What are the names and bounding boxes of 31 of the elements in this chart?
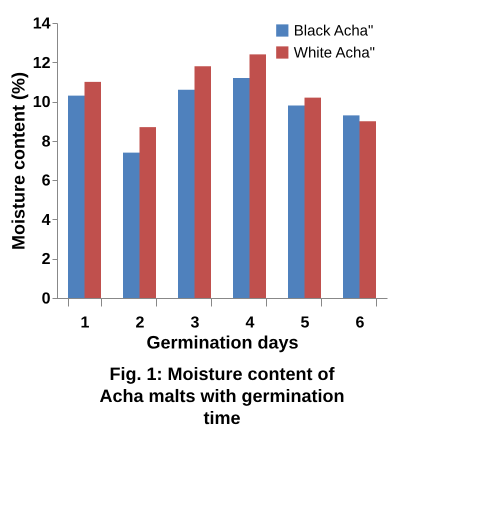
bar [194,66,211,298]
caption: Fig. 1: Moisture content of Acha malts with germination time [99,364,345,428]
x-tick-label: 4 [246,314,255,332]
bar [343,115,360,298]
legend-label: Black Acha" [294,22,374,40]
bar [288,106,304,298]
y-tick-label: 12 [32,54,51,72]
x-tick-label: 2 [136,314,145,332]
x-tick-label: 1 [80,314,90,332]
bar [123,152,140,298]
legend-label: White Acha" [294,44,376,62]
y-axis-title: Moisture content (%) [8,72,29,250]
x-axis-title: Germination days [146,332,299,352]
y-tick-label: 4 [42,212,51,229]
bar [360,121,376,298]
y-tick-label: 10 [32,94,51,112]
y-tick-label: 2 [42,251,51,268]
x-tick-label: 3 [190,314,200,332]
bar [140,127,156,298]
bar [178,90,194,298]
bar [233,78,250,298]
y-tick-label: 14 [32,16,51,32]
y-tick-label: 0 [42,290,51,308]
x-tick-label: 5 [300,314,310,332]
bar [84,82,101,298]
x-tick-label: 6 [356,314,365,332]
y-tick-label: 6 [42,172,51,190]
bar [68,96,84,298]
bar [304,98,321,298]
bar [250,54,266,298]
y-tick-label: 8 [42,133,51,150]
